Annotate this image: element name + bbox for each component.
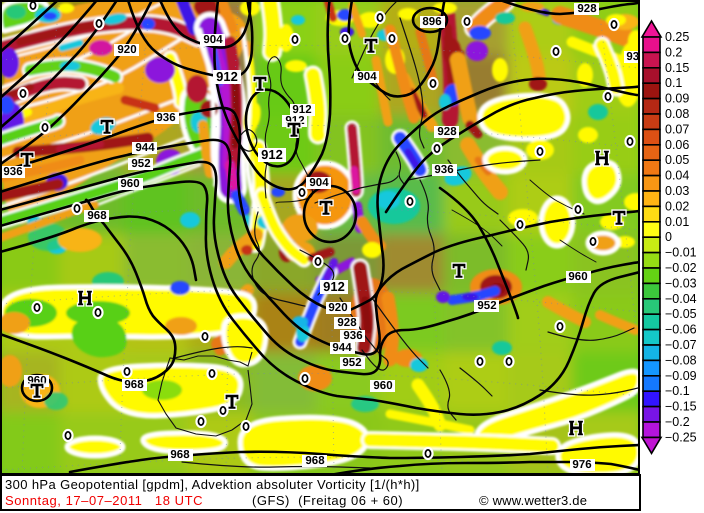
svg-text:−0.15: −0.15 <box>665 400 697 414</box>
svg-text:928: 928 <box>577 3 597 15</box>
svg-text:912: 912 <box>323 279 345 294</box>
svg-text:−0.05: −0.05 <box>665 307 697 321</box>
svg-text:0.2: 0.2 <box>665 45 682 59</box>
svg-text:−0.07: −0.07 <box>665 338 697 352</box>
svg-text:952: 952 <box>342 357 361 369</box>
svg-text:896: 896 <box>422 16 441 28</box>
svg-text:968: 968 <box>124 379 144 391</box>
svg-text:0.03: 0.03 <box>665 184 689 198</box>
svg-text:968: 968 <box>170 449 190 461</box>
svg-text:0.02: 0.02 <box>665 199 689 213</box>
svg-text:944: 944 <box>332 342 352 354</box>
svg-text:−0.09: −0.09 <box>665 369 697 383</box>
svg-text:0.15: 0.15 <box>665 61 689 75</box>
svg-text:944: 944 <box>135 142 155 154</box>
svg-text:0: 0 <box>665 230 672 244</box>
svg-text:912: 912 <box>216 69 238 84</box>
svg-text:928: 928 <box>337 317 357 329</box>
svg-text:968: 968 <box>305 455 325 467</box>
svg-text:0.1: 0.1 <box>665 76 682 90</box>
svg-text:952: 952 <box>131 158 150 170</box>
svg-text:936: 936 <box>626 51 640 63</box>
svg-text:936: 936 <box>3 166 22 178</box>
svg-text:0.01: 0.01 <box>665 215 689 229</box>
svg-text:904: 904 <box>203 34 223 46</box>
svg-text:−0.02: −0.02 <box>665 261 697 275</box>
svg-text:912: 912 <box>261 147 283 162</box>
svg-text:920: 920 <box>117 44 136 56</box>
svg-text:936: 936 <box>434 164 453 176</box>
svg-text:0.08: 0.08 <box>665 107 689 121</box>
svg-text:0.05: 0.05 <box>665 153 689 167</box>
svg-text:960: 960 <box>120 178 139 190</box>
svg-text:−0.25: −0.25 <box>665 430 697 444</box>
svg-text:936: 936 <box>343 330 362 342</box>
svg-text:968: 968 <box>87 210 107 222</box>
svg-text:0.04: 0.04 <box>665 169 689 183</box>
svg-text:976: 976 <box>572 459 591 471</box>
svg-text:920: 920 <box>328 302 347 314</box>
svg-text:0.06: 0.06 <box>665 138 689 152</box>
svg-text:960: 960 <box>373 380 392 392</box>
svg-text:−0.03: −0.03 <box>665 276 697 290</box>
svg-text:912: 912 <box>292 104 311 116</box>
svg-text:−0.04: −0.04 <box>665 292 697 306</box>
svg-text:936: 936 <box>156 112 175 124</box>
svg-text:904: 904 <box>357 71 377 83</box>
svg-text:904: 904 <box>309 177 329 189</box>
svg-text:928: 928 <box>437 126 457 138</box>
svg-text:952: 952 <box>477 300 496 312</box>
svg-text:960: 960 <box>568 271 587 283</box>
svg-text:−0.2: −0.2 <box>665 415 690 429</box>
svg-text:−0.06: −0.06 <box>665 323 697 337</box>
svg-text:0.07: 0.07 <box>665 122 689 136</box>
svg-text:−0.01: −0.01 <box>665 246 697 260</box>
svg-text:−0.08: −0.08 <box>665 353 697 367</box>
svg-text:0.09: 0.09 <box>665 92 689 106</box>
svg-text:0.25: 0.25 <box>665 30 689 44</box>
svg-text:−0.1: −0.1 <box>665 384 690 398</box>
